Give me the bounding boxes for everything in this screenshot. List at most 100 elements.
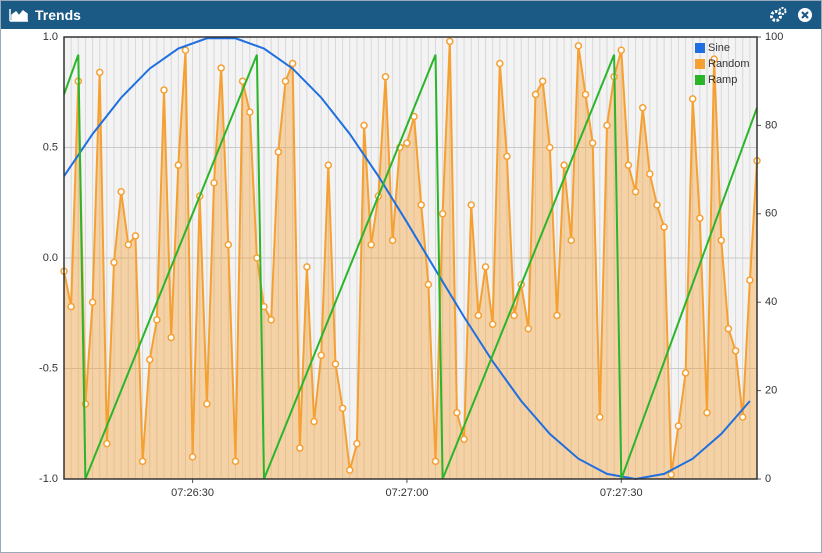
point [496,59,504,68]
chart: 1.0 0.5 0.0 -0.5 -1.0 0 20 40 60 80 100 07:26:30 07:… [39,31,783,499]
point [274,148,283,156]
panel-title: Trends [35,7,81,23]
point [538,77,547,85]
point [460,435,468,443]
x-tick-label: 07:27:00 [386,487,429,499]
point [117,187,125,196]
point [360,121,368,130]
point [681,369,690,377]
point [431,457,440,466]
point [588,139,597,147]
y2-tick-label: 60 [765,208,777,220]
point [203,400,211,408]
point [181,46,190,55]
point [303,263,311,271]
y2-tick-label: 80 [765,119,777,131]
y2-tick-label: 0 [765,473,771,485]
y2-tick-label: 40 [765,296,777,308]
plot-frame [63,36,758,480]
y-tick-label: -0.5 [39,362,58,374]
point [210,179,218,187]
point [331,360,340,368]
point [67,302,75,311]
point [403,139,411,147]
point [246,108,254,116]
point [624,161,633,169]
point [531,90,540,99]
point [95,68,104,77]
point [646,170,654,178]
point [467,201,475,209]
point [710,55,718,63]
point [267,316,275,324]
point [296,444,304,452]
close-button[interactable] [797,7,813,23]
point [281,77,290,85]
legend-label: Sine [708,42,730,54]
point [103,439,111,448]
point [424,280,433,289]
point [638,103,647,112]
point [160,86,168,94]
point [446,37,454,46]
point [567,236,575,245]
y2-tick-label: 100 [765,31,783,43]
point [474,311,483,320]
point [660,223,668,231]
point [453,408,461,417]
point [503,152,511,161]
line [63,54,758,480]
point [617,46,626,55]
point [145,355,154,364]
point [553,311,561,320]
point [324,161,333,169]
point [667,470,676,479]
point [167,333,175,342]
settings-button[interactable] [769,6,787,24]
point [88,298,97,306]
point [338,404,347,413]
point [560,161,568,169]
point [631,187,640,196]
point [546,143,554,152]
point [510,311,518,320]
line [63,41,758,475]
point [603,121,611,130]
point [724,324,733,333]
point [581,90,590,99]
point [688,95,697,103]
point [438,210,447,218]
point [574,42,583,50]
x-tick-label: 07:27:30 [600,487,643,499]
point [153,316,161,324]
point [488,320,497,329]
point [738,413,747,421]
point [674,422,683,430]
point [524,324,533,333]
point [481,263,490,271]
y-tick-label: 1.0 [43,31,58,43]
point [138,457,147,466]
x-tick-label: 07:26:30 [171,487,214,499]
point [124,240,133,249]
legend-swatch [695,59,705,69]
point [353,439,361,448]
point [703,408,711,417]
point [288,59,297,68]
point [653,201,661,209]
point [188,453,197,461]
point [310,417,318,426]
point [417,201,425,209]
point [110,258,118,267]
legend-label: Random [708,58,750,70]
legend-label: Ramp [708,74,737,86]
point [231,457,240,466]
y2-tick-label: 20 [765,385,777,397]
point [174,161,183,169]
y-tick-label: 0.5 [43,141,58,153]
point [731,347,740,355]
point [381,73,390,81]
y-tick-label: -1.0 [39,473,58,485]
point [746,276,754,284]
